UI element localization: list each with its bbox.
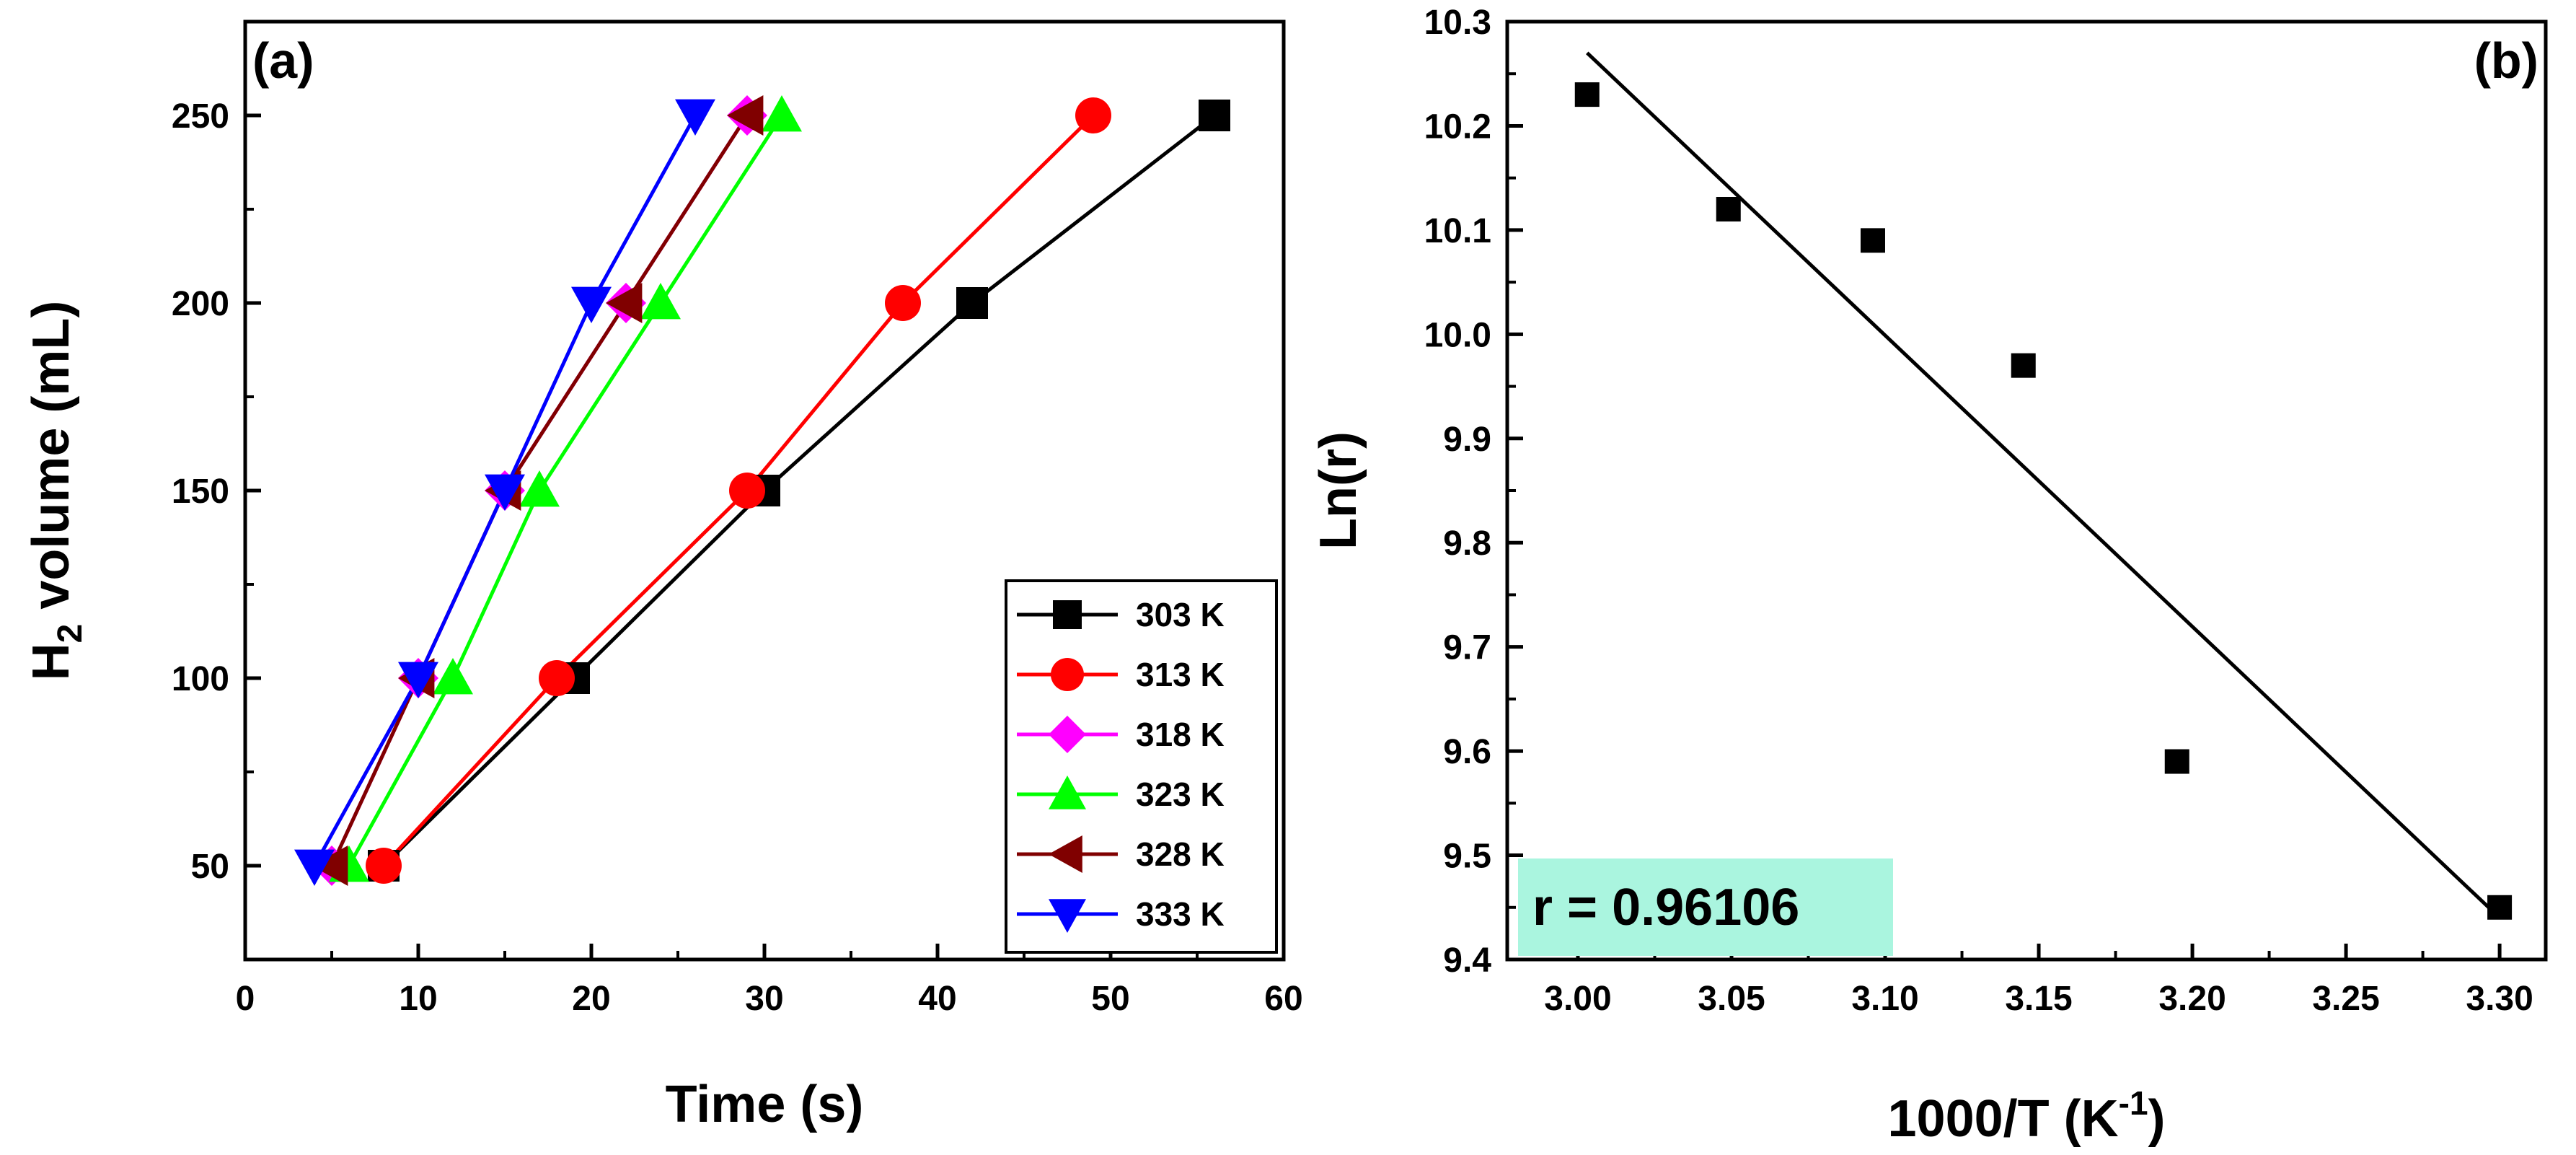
panel-b-y-axis-title: Ln(r) <box>1310 431 1367 550</box>
panel-b-x-tick-label: 3.05 <box>1698 980 1765 1018</box>
panel-b-data-point <box>2011 353 2036 378</box>
panel-a: (a) 0 10 20 30 40 50 60 50 100 150 200 250 Time (s)… <box>22 19 1303 1133</box>
panel-a-y-axis-title: H2 volume (mL) <box>22 301 89 681</box>
panel-a-data-point <box>1199 100 1230 131</box>
panel-a-data-point <box>485 474 525 511</box>
panel-a-data-point <box>640 283 681 320</box>
panel-a-y-tick-label: 100 <box>172 660 229 698</box>
panel-b-annotation: r = 0.96106 <box>1532 879 1799 936</box>
panel-a-legend-label: 328 K <box>1136 835 1225 873</box>
panel-a-legend-label: 313 K <box>1136 656 1225 693</box>
panel-a-x-tick-label: 10 <box>399 980 437 1018</box>
panel-a-data-point <box>956 287 988 319</box>
panel-b-y-tick-label: 9.5 <box>1443 838 1491 876</box>
panel-a-ticks: 0 10 20 30 40 50 60 50 100 150 200 250 <box>172 97 1303 1018</box>
panel-b-x-tick-label: 3.30 <box>2466 980 2533 1018</box>
panel-b: (b) 3.00 3.05 3.10 3.15 3.20 3.25 3.30 9.4 9.5 9.… <box>1310 4 2548 1148</box>
panel-b-x-tick-label: 3.00 <box>1544 980 1611 1018</box>
panel-b-series <box>1574 51 2513 920</box>
panel-a-data-point <box>366 848 402 884</box>
panel-a-data-point <box>762 95 802 132</box>
panel-a-y-axis-title-main: H <box>22 643 80 680</box>
panel-a-y-tick-label: 250 <box>172 97 229 136</box>
panel-b-y-tick-label: 9.4 <box>1443 941 1491 980</box>
panel-b-data-point <box>2164 749 2189 774</box>
panel-b-ticks: 3.00 3.05 3.10 3.15 3.20 3.25 3.30 9.4 9.5 9.6 9.7… <box>1424 4 2533 1018</box>
panel-a-data-point <box>398 662 438 698</box>
panel-a-series-line <box>347 114 784 867</box>
panel-a-data-point <box>606 283 643 323</box>
panel-b-y-tick-label: 10.2 <box>1424 107 1491 146</box>
panel-b-x-tick-label: 3.25 <box>2312 980 2379 1018</box>
panel-a-x-tick-label: 50 <box>1091 980 1129 1018</box>
panel-a-legend-label: 318 K <box>1136 716 1225 753</box>
panel-a-legend-marker <box>1051 658 1084 691</box>
panel-a-x-axis-title: Time (s) <box>666 1076 864 1133</box>
panel-a-y-axis-title-subscript: 2 <box>51 624 89 644</box>
panel-a-x-tick-label: 0 <box>236 980 255 1018</box>
panel-a-x-tick-label: 20 <box>572 980 610 1018</box>
panel-a-y-tick-label: 150 <box>172 473 229 511</box>
panel-b-y-tick-label: 9.9 <box>1443 421 1491 459</box>
panel-a-legend-label: 303 K <box>1136 596 1225 633</box>
panel-b-x-axis-title-superscript: -1 <box>2119 1084 2148 1122</box>
panel-b-y-tick-label: 9.6 <box>1443 733 1491 771</box>
panel-a-legend-marker <box>1053 600 1082 629</box>
panel-a-x-tick-label: 30 <box>745 980 783 1018</box>
panel-b-y-tick-label: 9.7 <box>1443 629 1491 667</box>
panel-b-plot-frame <box>1505 19 2548 962</box>
panel-a-data-point <box>539 660 575 696</box>
panel-b-x-axis-title-main: 1000/T (K <box>1887 1090 2118 1148</box>
panel-a-legend-box <box>1005 579 1278 954</box>
panel-a-data-point <box>294 849 335 886</box>
panel-a-x-tick-label: 60 <box>1264 980 1302 1018</box>
panel-b-y-tick-label: 9.8 <box>1443 524 1491 563</box>
panel-b-y-tick-label: 10.1 <box>1424 212 1491 250</box>
panel-b-x-axis-title: 1000/T (K-1) <box>1887 1084 2165 1148</box>
panel-a-data-point <box>312 846 348 886</box>
panel-a-series <box>294 95 1230 886</box>
panel-b-data-point <box>1716 197 1741 221</box>
panel-b-x-tick-label: 3.10 <box>1851 980 1918 1018</box>
panel-a-data-point <box>1075 97 1111 133</box>
panel-b-fit-line <box>1586 51 2501 920</box>
panel-a-legend-marker <box>1049 835 1082 873</box>
panel-a-y-tick-label: 200 <box>172 285 229 323</box>
panel-a-data-point <box>675 99 715 136</box>
panel-a-legend-label: 323 K <box>1136 776 1225 813</box>
panel-b-data-point <box>1860 228 1885 253</box>
panel-a-data-point <box>433 658 473 695</box>
panel-b-x-axis-title-end: ) <box>2148 1090 2166 1148</box>
panel-a-data-point <box>885 285 921 321</box>
panel-a-x-tick-label: 40 <box>918 980 956 1018</box>
panel-a-data-point <box>571 286 612 323</box>
panel-b-data-point <box>2487 895 2513 920</box>
panel-a-legend-label: 333 K <box>1136 895 1225 933</box>
panel-a-label: (a) <box>252 32 314 89</box>
panel-b-annotation-background <box>1518 858 1893 956</box>
panel-a-y-tick-label: 50 <box>191 848 229 886</box>
panel-b-data-point <box>1574 82 1600 107</box>
panel-b-x-tick-label: 3.15 <box>2005 980 2072 1018</box>
panel-a-data-point <box>727 95 764 136</box>
panel-a-legend-marker <box>1049 776 1086 809</box>
panel-a-data-point <box>729 473 765 509</box>
panel-a-legend-items: 303 K 313 K 318 K 323 K 328 K 333 K <box>1017 596 1225 933</box>
panel-b-y-tick-label: 10.3 <box>1424 4 1491 42</box>
panel-b-y-tick-label: 10.0 <box>1424 316 1491 354</box>
panel-b-label: (b) <box>2474 32 2538 89</box>
panel-a-legend-marker <box>1049 899 1086 933</box>
panel-b-x-tick-label: 3.20 <box>2158 980 2226 1018</box>
panel-a-y-axis-title-rest: volume (mL) <box>22 301 80 624</box>
panel-a-legend: 303 K 313 K 318 K 323 K 328 K 333 K <box>1005 579 1278 954</box>
panel-a-data-point <box>519 470 560 507</box>
panel-a-legend-marker <box>1049 716 1086 753</box>
